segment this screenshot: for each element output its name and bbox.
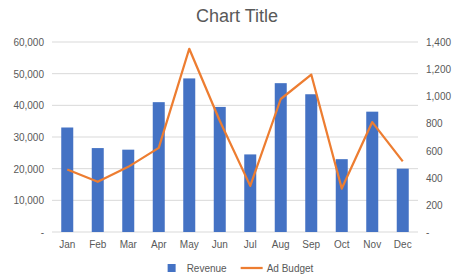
y-tick-label: 40,000 [13, 100, 44, 111]
y-tick-label: 60,000 [13, 37, 44, 48]
x-tick-label: Jun [212, 239, 228, 250]
y2-tick-label: 1,400 [426, 37, 451, 48]
chart: Chart Title - 10,000 20,000 30,000 40,000 50,0… [0, 0, 474, 280]
grid-line [52, 232, 418, 233]
y2-tick-label: 800 [426, 118, 443, 129]
x-tick-label: Dec [394, 239, 412, 250]
y2-tick-label: 200 [426, 200, 443, 211]
grid-line [52, 73, 418, 74]
y2-tick-label: 1,000 [426, 91, 451, 102]
grid-line [52, 168, 418, 169]
bar [275, 83, 287, 232]
x-tick-label: Jul [244, 239, 257, 250]
x-tick-label: Jan [59, 239, 75, 250]
bar [61, 128, 73, 233]
bar [214, 107, 226, 232]
chart-title: Chart Title [196, 6, 278, 26]
bar [397, 169, 409, 232]
y2-tick-label: 1,200 [426, 64, 451, 75]
x-tick-label: May [180, 239, 199, 250]
y-tick-label: 20,000 [13, 164, 44, 175]
legend-label: Ad Budget [267, 263, 314, 274]
x-tick-label: Nov [363, 239, 381, 250]
line [67, 49, 403, 189]
y2-tick-label: 600 [426, 146, 443, 157]
y2-tick-label: 400 [426, 173, 443, 184]
legend-swatch [168, 264, 176, 272]
grid-line [52, 105, 418, 106]
bar [305, 94, 317, 232]
legend-swatch [241, 267, 263, 269]
legend-label: Revenue [187, 263, 227, 274]
bar [244, 154, 256, 232]
x-tick-label: Sep [302, 239, 320, 250]
x-tick-label: Aug [272, 239, 290, 250]
y-tick-label: 50,000 [13, 69, 44, 80]
x-tick-label: Feb [89, 239, 107, 250]
y-tick-label: 30,000 [13, 132, 44, 143]
grid [52, 42, 418, 232]
grid-line [52, 137, 418, 138]
y-tick-label: - [41, 227, 44, 238]
bar [153, 102, 165, 232]
grid-line [52, 42, 418, 43]
bar [122, 150, 134, 232]
x-tick-label: Mar [120, 239, 138, 250]
bar [92, 148, 104, 232]
y-tick-label: 10,000 [13, 195, 44, 206]
legend: Revenue Ad Budget [168, 263, 314, 274]
x-tick-label: Oct [334, 239, 350, 250]
x-tick-label: Apr [151, 239, 167, 250]
bar [183, 78, 195, 232]
y2-tick-label: - [426, 227, 429, 238]
grid-line [52, 200, 418, 201]
plot-area [61, 49, 409, 232]
